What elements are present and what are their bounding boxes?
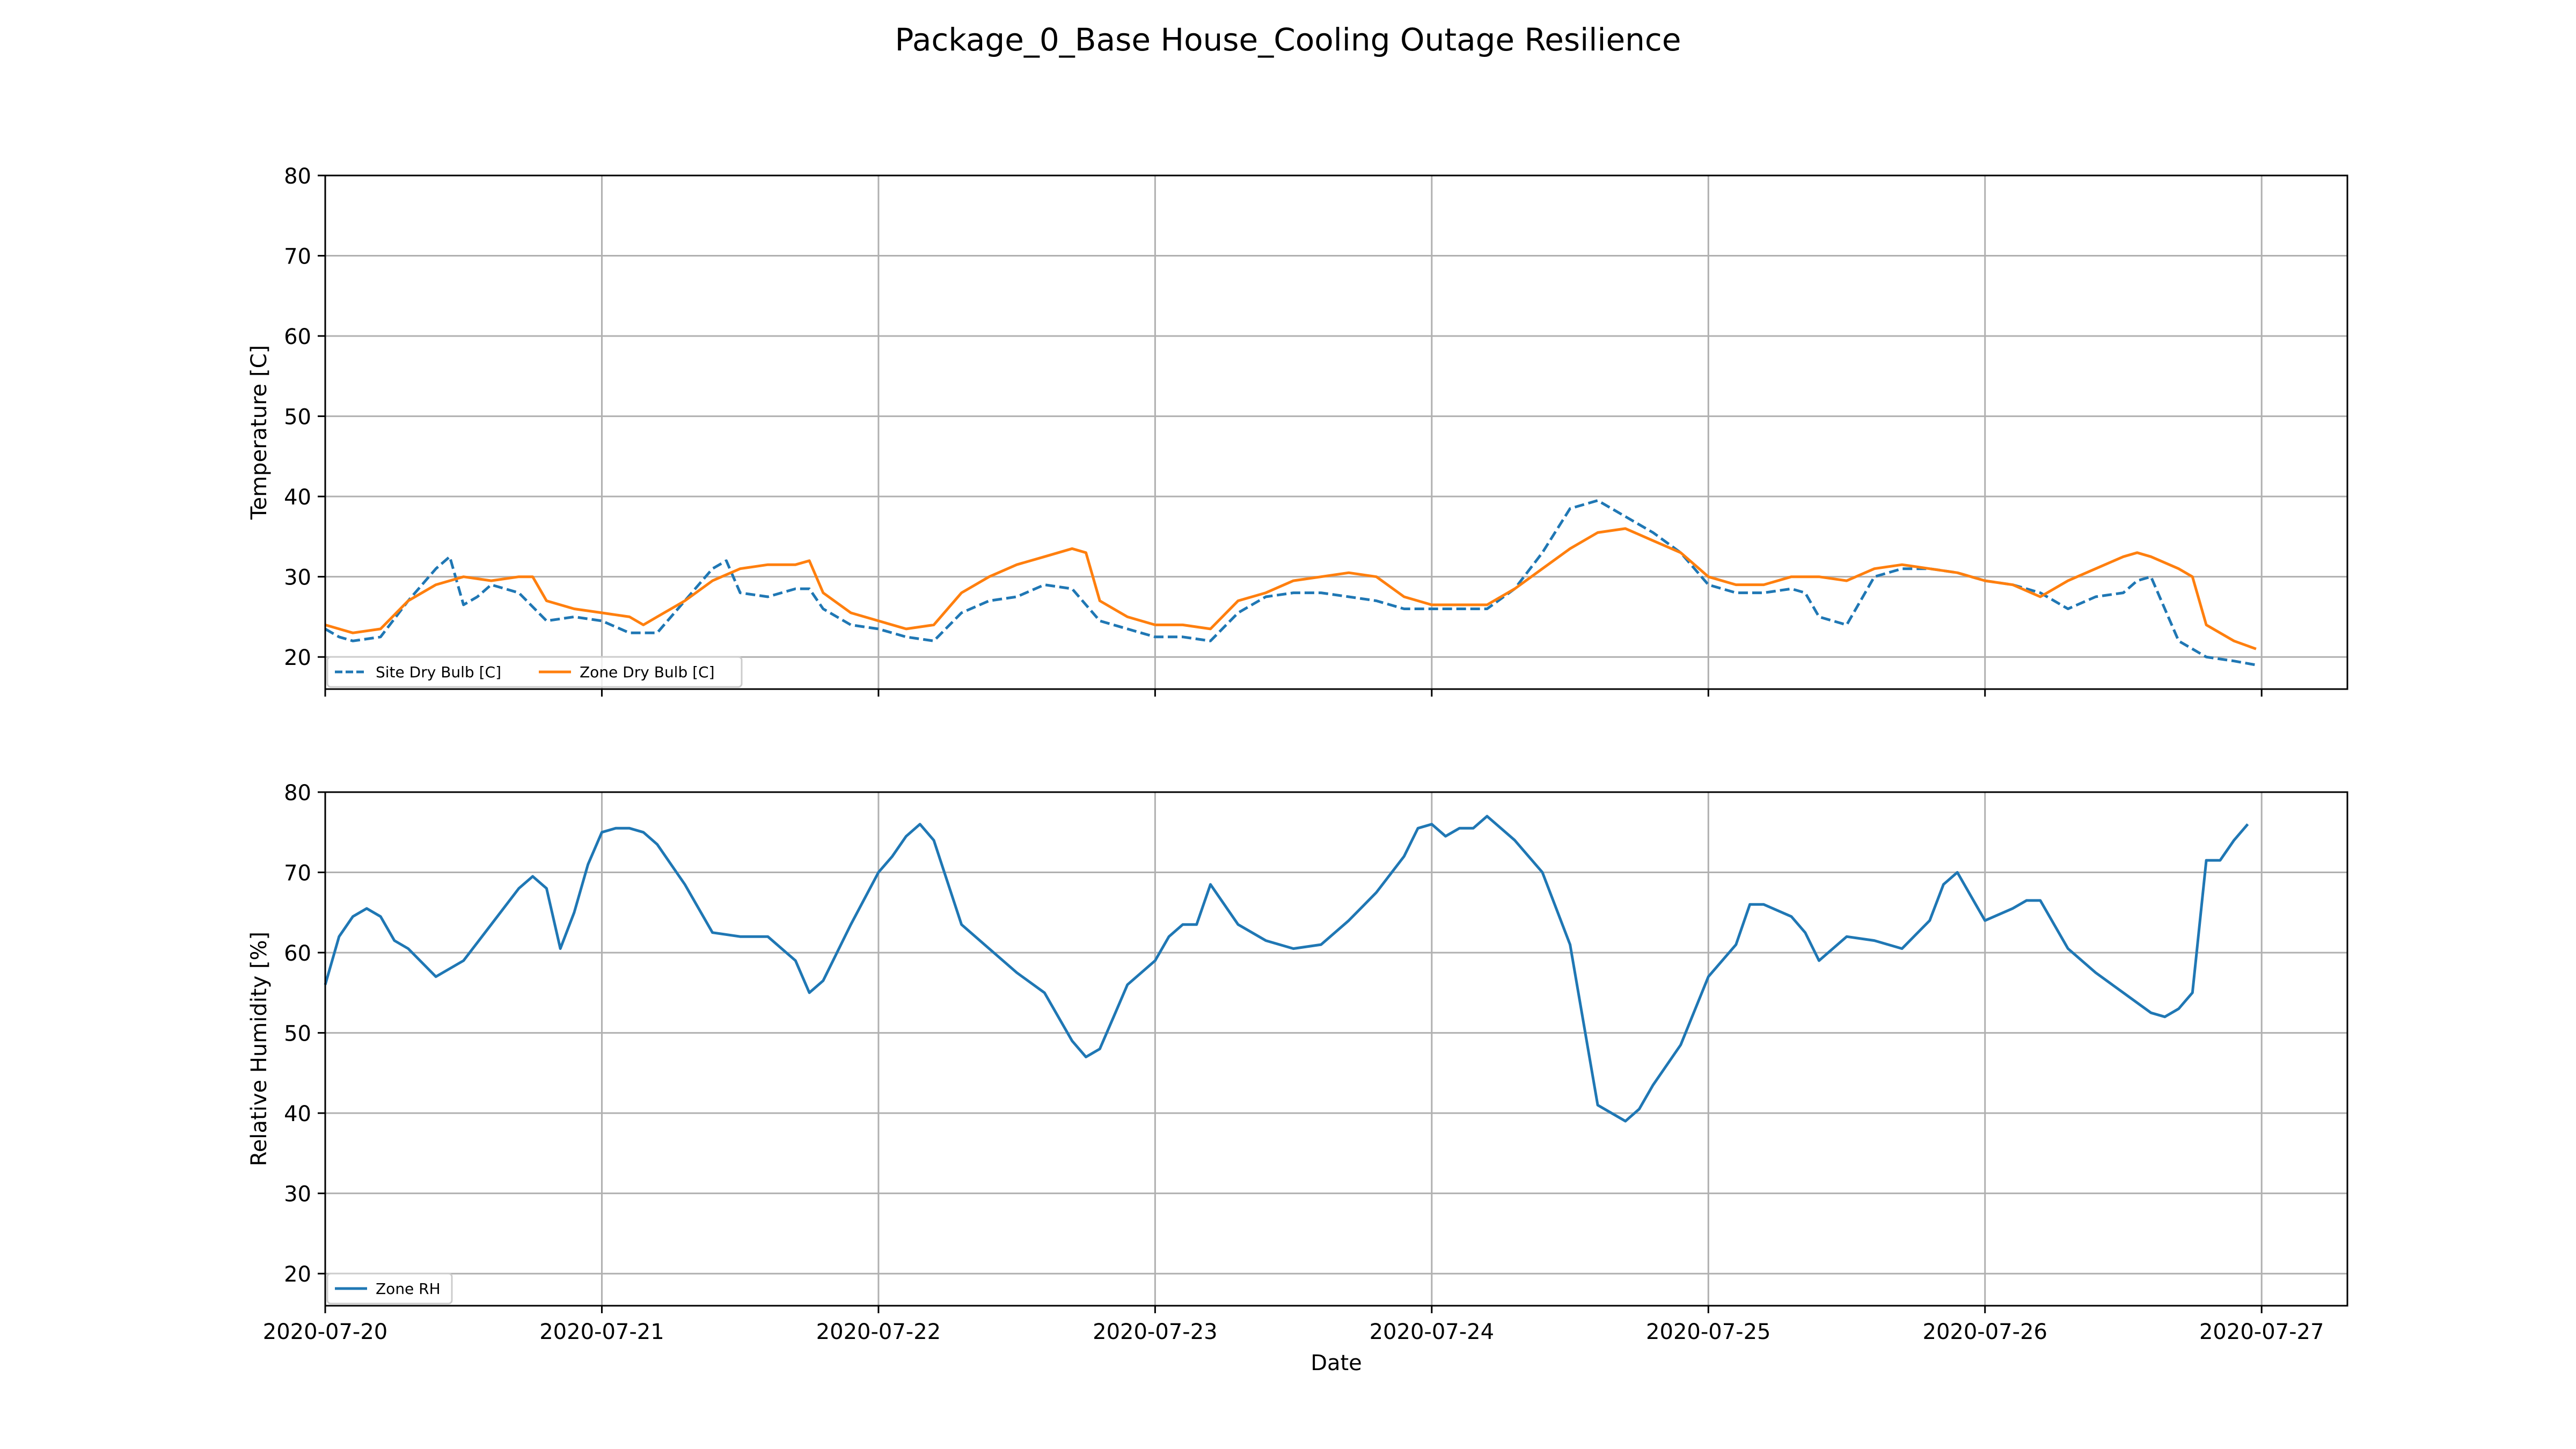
humidity-series (324, 815, 2249, 1123)
temperature-series (324, 499, 2257, 667)
temperature-grid (324, 174, 2347, 689)
x-tick-label: 2020-07-23 (1093, 1320, 1217, 1344)
y-tick-label: 60 (284, 941, 311, 966)
humidity-y-axis-label: Relative Humidity [%] (247, 932, 272, 1166)
y-tick-label: 50 (284, 405, 311, 430)
x-tick-label: 2020-07-21 (539, 1320, 664, 1344)
temperature-panel: 20 30 40 50 60 70 80 Temperature [C] Site Dry … (247, 164, 2348, 697)
legend-label: Site Dry Bulb [C] (376, 663, 501, 681)
y-tick-label: 70 (284, 245, 311, 269)
figure-title: Package_0_Base House_Cooling Outage Resi… (895, 21, 1681, 58)
temperature-y-ticks: 20 30 40 50 60 70 80 (284, 164, 325, 670)
series-line (324, 815, 2249, 1123)
legend-box (326, 656, 743, 688)
x-tick-label: 2020-07-27 (2199, 1320, 2324, 1344)
y-tick-label: 30 (284, 566, 311, 590)
legend-box (326, 1272, 453, 1305)
temperature-x-ticks (324, 689, 2263, 697)
y-tick-label: 80 (284, 781, 311, 806)
y-tick-label: 20 (284, 1262, 311, 1287)
y-tick-label: 40 (284, 1102, 311, 1126)
x-tick-label: 2020-07-25 (1646, 1320, 1770, 1344)
humidity-x-axis-label: Date (1311, 1351, 1362, 1375)
series-line (325, 527, 2257, 650)
legend-label: Zone Dry Bulb [C] (580, 663, 715, 681)
humidity-y-ticks: 20 30 40 50 60 70 80 (284, 781, 325, 1287)
legend-label: Zone RH (376, 1280, 441, 1298)
temperature-y-axis-label: Temperature [C] (247, 345, 272, 520)
y-tick-label: 70 (284, 861, 311, 886)
y-tick-label: 60 (284, 325, 311, 349)
y-tick-label: 30 (284, 1182, 311, 1207)
x-tick-label: 2020-07-24 (1370, 1320, 1494, 1344)
temperature-axes-frame (324, 174, 2348, 690)
humidity-x-ticks: 2020-07-20 2020-07-21 2020-07-22 2020-07-23… (263, 1306, 2324, 1344)
y-tick-label: 20 (284, 646, 311, 670)
x-tick-label: 2020-07-26 (1923, 1320, 2047, 1344)
humidity-axes-frame (324, 791, 2348, 1307)
y-tick-label: 40 (284, 485, 311, 510)
y-tick-label: 50 (284, 1022, 311, 1046)
x-tick-label: 2020-07-20 (263, 1320, 387, 1344)
x-tick-label: 2020-07-22 (816, 1320, 941, 1344)
temperature-legend: Site Dry Bulb [C] Zone Dry Bulb [C] (326, 656, 743, 688)
humidity-legend: Zone RH (326, 1272, 453, 1305)
y-tick-label: 80 (284, 164, 311, 189)
